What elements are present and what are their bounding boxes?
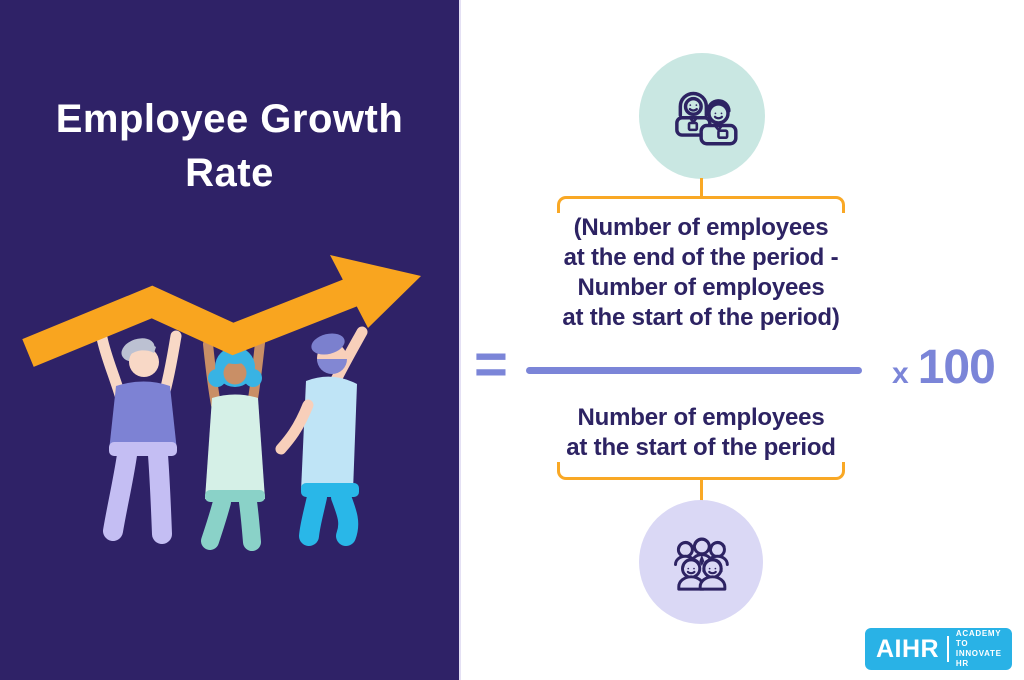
- denominator-bracket: [557, 462, 845, 480]
- title-line-2: Rate: [185, 151, 274, 195]
- person-right: [275, 326, 368, 546]
- formula-panel: (Number of employees at the end of the p…: [461, 0, 1024, 680]
- aihr-tagline-line-2: INNOVATE HR: [955, 649, 1002, 668]
- growth-arrow-icon: [22, 255, 421, 367]
- denominator-line: Number of employees: [577, 404, 825, 431]
- multiplier-x: x: [892, 357, 909, 390]
- start-period-employees-badge: [639, 500, 763, 624]
- aihr-logo-brand: AIHR: [876, 634, 940, 663]
- aihr-logo-tagline: ACADEMY TO INNOVATE HR: [956, 629, 1012, 669]
- aihr-logo-separator: [947, 636, 949, 662]
- title-line-1: Employee Growth: [55, 97, 404, 141]
- page-title: Employee Growth Rate: [0, 92, 459, 200]
- end-period-employees-badge: [639, 53, 765, 179]
- numerator-line: at the end of the period -: [563, 244, 839, 271]
- numerator-line: (Number of employees: [573, 214, 829, 241]
- employee-group-icon: [674, 537, 729, 591]
- fraction-bar: [526, 367, 862, 374]
- two-employees-icon: [675, 91, 738, 146]
- connector-line-top: [700, 178, 703, 196]
- multiplier-value: 100: [917, 341, 996, 394]
- aihr-tagline-line-1: ACADEMY TO: [955, 629, 1002, 648]
- numerator-bracket: [557, 196, 845, 213]
- people-holding-growth-arrow-illustration: [22, 255, 421, 551]
- connector-line-bottom: [700, 480, 703, 501]
- denominator-line: at the start of the period: [566, 434, 836, 461]
- formula-denominator: Number of employees at the start of the …: [521, 403, 881, 463]
- formula-numerator: (Number of employees at the end of the p…: [521, 213, 881, 333]
- numerator-line: Number of employees: [577, 274, 825, 301]
- numerator-line: at the start of the period): [562, 304, 840, 331]
- title-panel: Employee Growth Rate: [0, 0, 461, 680]
- multiplier: x 100: [892, 341, 996, 394]
- person-middle: [201, 338, 265, 551]
- equals-sign: =: [474, 332, 508, 397]
- aihr-logo: AIHR ACADEMY TO INNOVATE HR: [865, 628, 1012, 670]
- person-left: [96, 330, 182, 544]
